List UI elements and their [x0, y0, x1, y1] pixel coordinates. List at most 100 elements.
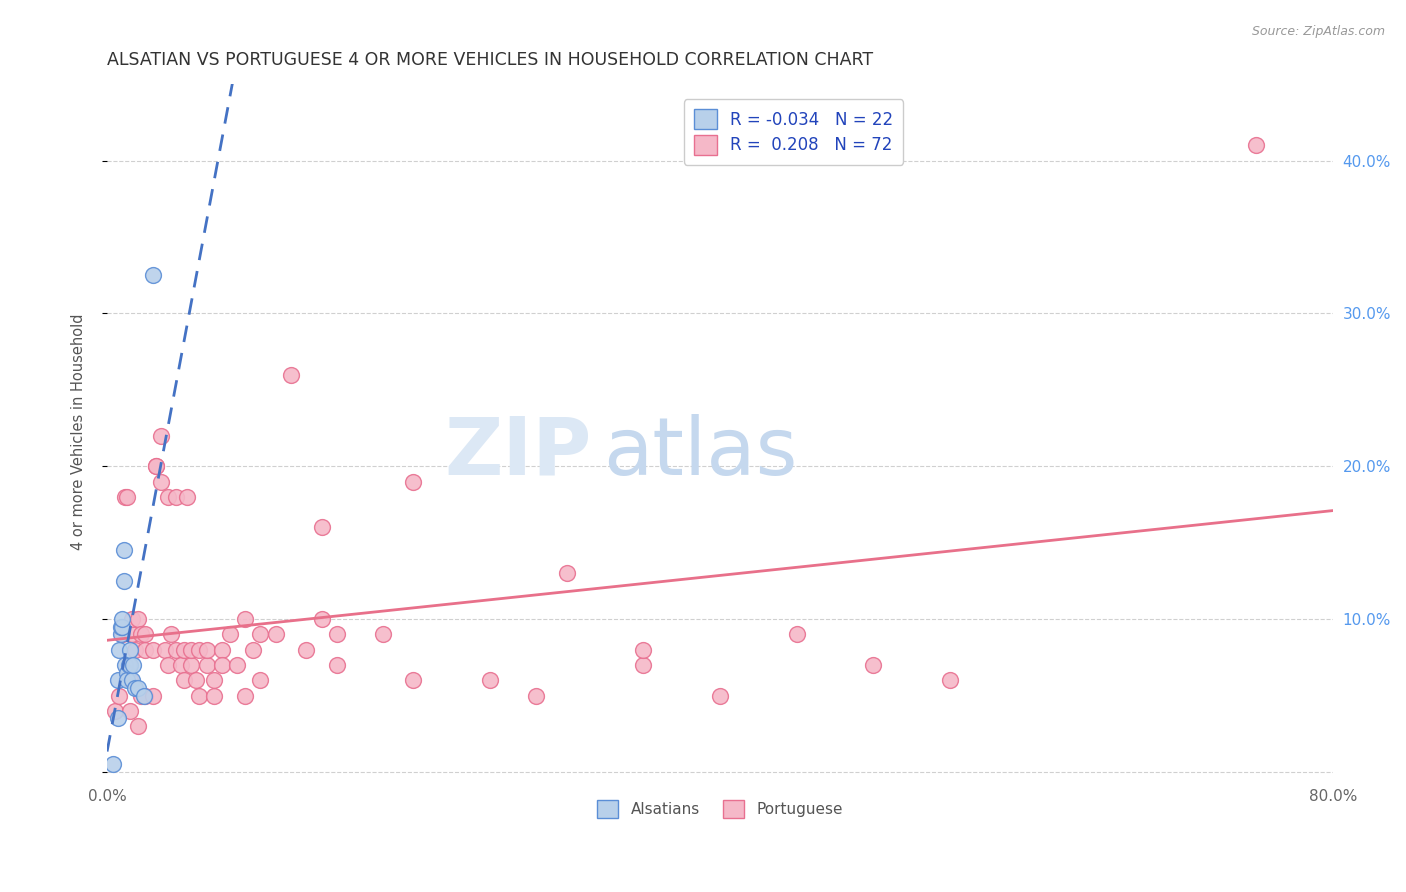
Point [112, 543, 135, 558]
Point [120, 673, 142, 688]
Point [121, 627, 143, 641]
Point [218, 627, 240, 641]
Point [134, 689, 156, 703]
Point [402, 673, 425, 688]
Point [124, 681, 146, 695]
Point [157, 490, 180, 504]
Point [184, 673, 207, 688]
Point [149, 428, 172, 442]
Point [114, 490, 136, 504]
Point [111, 627, 134, 641]
Point [111, 620, 134, 634]
Point [121, 673, 143, 688]
Point [226, 657, 249, 672]
Point [249, 627, 271, 641]
Point [264, 627, 287, 641]
Point [112, 574, 135, 588]
Point [145, 459, 167, 474]
Point [111, 612, 134, 626]
Text: ZIP: ZIP [444, 414, 592, 491]
Point [120, 642, 142, 657]
Point [176, 490, 198, 504]
Point [103, 757, 125, 772]
Point [115, 673, 138, 688]
Point [311, 520, 333, 534]
Text: atlas: atlas [603, 414, 797, 491]
Point [173, 642, 195, 657]
Point [211, 657, 233, 672]
Point [115, 665, 138, 680]
Text: ALSATIAN VS PORTUGUESE 4 OR MORE VEHICLES IN HOUSEHOLD CORRELATION CHART: ALSATIAN VS PORTUGUESE 4 OR MORE VEHICLE… [107, 51, 873, 69]
Point [127, 681, 149, 695]
Point [122, 657, 145, 672]
Point [108, 642, 131, 657]
Point [195, 657, 218, 672]
Point [326, 657, 349, 672]
Point [110, 620, 132, 634]
Point [195, 642, 218, 657]
Point [114, 657, 136, 672]
Point [127, 612, 149, 626]
Point [157, 657, 180, 672]
Point [242, 642, 264, 657]
Point [173, 673, 195, 688]
Point [107, 711, 129, 725]
Point [786, 627, 808, 641]
Point [633, 657, 655, 672]
Point [311, 612, 333, 626]
Point [142, 268, 165, 283]
Point [1244, 138, 1267, 153]
Point [129, 689, 152, 703]
Point [107, 673, 129, 688]
Point [120, 657, 142, 672]
Point [149, 475, 172, 489]
Point [142, 689, 165, 703]
Point [938, 673, 960, 688]
Point [124, 642, 146, 657]
Point [479, 673, 502, 688]
Point [115, 490, 138, 504]
Point [555, 566, 578, 581]
Text: Source: ZipAtlas.com: Source: ZipAtlas.com [1251, 25, 1385, 38]
Point [142, 642, 165, 657]
Point [180, 657, 202, 672]
Point [155, 642, 177, 657]
Point [280, 368, 302, 382]
Point [249, 673, 271, 688]
Point [127, 719, 149, 733]
Point [371, 627, 394, 641]
Point [862, 657, 884, 672]
Point [110, 627, 132, 641]
Point [145, 459, 167, 474]
Point [169, 657, 191, 672]
Point [111, 627, 134, 641]
Point [326, 627, 349, 641]
Point [108, 689, 131, 703]
Point [120, 704, 142, 718]
Point [402, 475, 425, 489]
Point [117, 657, 139, 672]
Legend: Alsatians, Portuguese: Alsatians, Portuguese [591, 794, 849, 824]
Point [188, 642, 211, 657]
Point [633, 642, 655, 657]
Point [188, 689, 211, 703]
Point [165, 642, 187, 657]
Point [709, 689, 731, 703]
Point [295, 642, 318, 657]
Point [233, 689, 256, 703]
Point [180, 642, 202, 657]
Point [104, 704, 127, 718]
Point [132, 689, 155, 703]
Point [160, 627, 183, 641]
Point [134, 627, 156, 641]
Point [202, 689, 225, 703]
Point [165, 490, 187, 504]
Point [129, 627, 152, 641]
Point [211, 642, 233, 657]
Y-axis label: 4 or more Vehicles in Household: 4 or more Vehicles in Household [72, 314, 86, 550]
Point [121, 612, 143, 626]
Point [202, 673, 225, 688]
Point [134, 642, 156, 657]
Point [233, 612, 256, 626]
Point [524, 689, 547, 703]
